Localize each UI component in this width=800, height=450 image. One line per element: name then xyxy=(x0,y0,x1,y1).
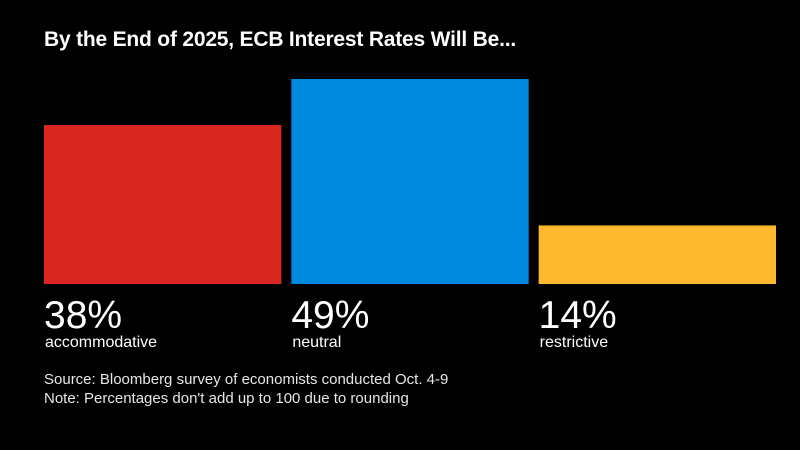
bar-restrictive xyxy=(538,225,776,284)
bar-chart: 38%accommodative 49%neutral 14%restrictive xyxy=(44,79,776,351)
bar-accommodative xyxy=(44,125,282,284)
chart-footer: Source: Bloomberg survey of economists c… xyxy=(44,370,448,408)
bar-neutral xyxy=(291,79,529,284)
value-label-accommodative: 38% xyxy=(44,294,122,337)
category-label-neutral: neutral xyxy=(292,334,341,351)
category-label-accommodative: accommodative xyxy=(45,334,157,351)
value-label-neutral: 49% xyxy=(291,294,369,337)
rounding-note: Note: Percentages don't add up to 100 du… xyxy=(44,390,409,407)
category-label-restrictive: restrictive xyxy=(540,334,609,351)
chart-title: By the End of 2025, ECB Interest Rates W… xyxy=(44,28,516,51)
source-note: Source: Bloomberg survey of economists c… xyxy=(44,371,449,388)
value-label-restrictive: 14% xyxy=(539,294,617,337)
